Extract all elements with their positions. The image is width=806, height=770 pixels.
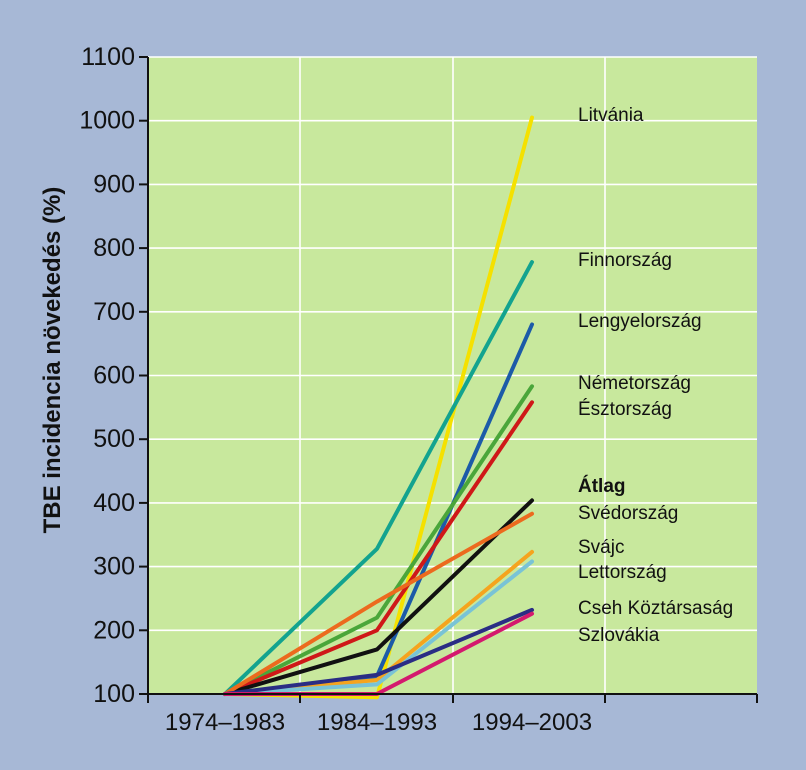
series-label-8: Lettország <box>578 562 667 583</box>
y-axis-title: TBE incidencia növekedés (%) <box>39 187 66 534</box>
series-label-2: Lengyelország <box>578 311 702 332</box>
series-labels: Litvánia Finnország Lengyelország Németorsz… <box>578 105 733 646</box>
series-label-7: Svájc <box>578 537 624 558</box>
series-label-5: Átlag <box>578 475 626 497</box>
y-tick-label-7: 800 <box>93 234 135 262</box>
series-line-8 <box>223 559 534 696</box>
y-tick-label-5: 600 <box>93 362 135 390</box>
series-label-0: Litvánia <box>578 105 644 126</box>
axes <box>139 56 758 703</box>
y-tick-label-2: 300 <box>93 553 135 581</box>
series-label-9: Cseh Köztársaság <box>578 598 733 619</box>
series-line-3 <box>223 384 534 696</box>
tick-labels: 100 200 300 400 500 600 700 800 900 1000 1100 1974–… <box>79 43 592 736</box>
y-tick-label-9: 1000 <box>79 107 135 135</box>
x-tick-label-0: 1974–1983 <box>165 709 285 736</box>
series-line-4 <box>223 400 534 696</box>
series-line-1 <box>223 260 534 696</box>
series-line-9 <box>223 607 534 696</box>
y-tick-label-10: 1100 <box>81 43 135 71</box>
series-label-6: Svédország <box>578 503 678 524</box>
series-label-4: Észtország <box>578 399 672 420</box>
y-tick-label-6: 700 <box>93 298 135 326</box>
x-tick-label-1: 1984–1993 <box>317 709 437 736</box>
y-tick-label-4: 500 <box>93 425 135 453</box>
series-label-3: Németország <box>578 373 691 394</box>
y-tick-label-3: 400 <box>93 489 135 517</box>
y-tick-label-0: 100 <box>93 680 135 708</box>
series-label-10: Szlovákia <box>578 625 660 646</box>
y-tick-label-1: 200 <box>93 616 135 644</box>
series-line-5 <box>223 498 534 696</box>
x-tick-label-2: 1994–2003 <box>472 709 592 736</box>
series-label-1: Finnország <box>578 250 672 271</box>
series-line-6 <box>223 511 534 696</box>
y-tick-label-8: 900 <box>93 170 135 198</box>
